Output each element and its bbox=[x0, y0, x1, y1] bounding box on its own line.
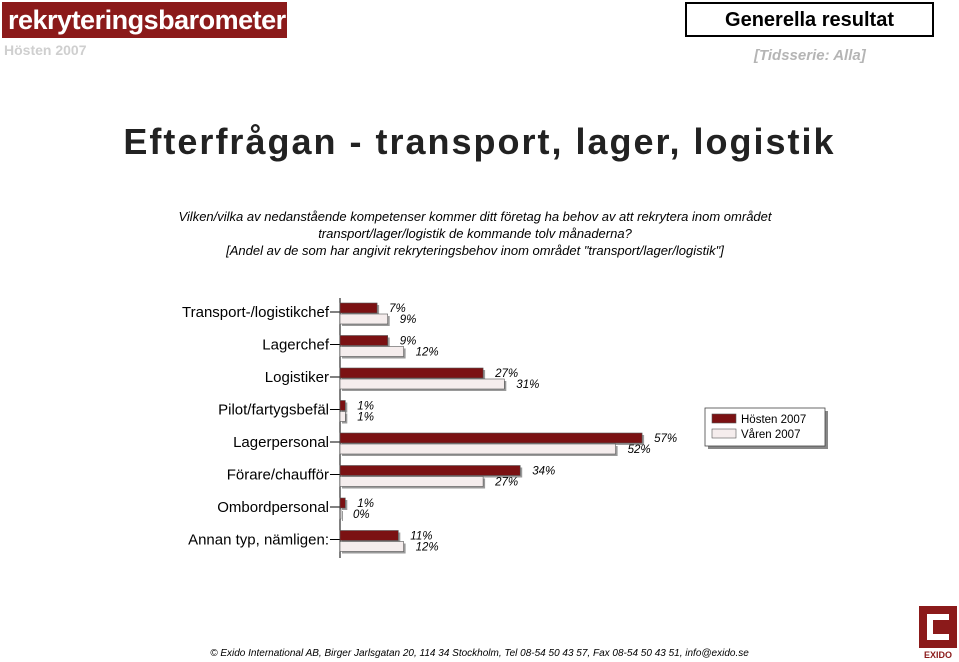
category-label: Ombordpersonal bbox=[217, 499, 329, 516]
brand-logo: rekryteringsbarometern bbox=[2, 2, 302, 38]
bar bbox=[339, 443, 616, 455]
data-label: 34% bbox=[532, 466, 555, 478]
legend-label: Hösten 2007 bbox=[741, 414, 806, 426]
question-line: Vilken/vilka av nedanstående kompetenser… bbox=[178, 209, 772, 224]
category-label: Annan typ, nämligen: bbox=[188, 532, 329, 549]
data-label: 27% bbox=[494, 368, 518, 380]
bar bbox=[339, 476, 484, 487]
legend-swatch bbox=[711, 413, 737, 424]
data-label: 9% bbox=[400, 336, 417, 348]
question-text: Vilken/vilka av nedanstående kompetenser… bbox=[150, 208, 800, 259]
bar bbox=[339, 378, 505, 390]
exido-logo-glyph bbox=[927, 614, 949, 640]
category-label: Lagerchef bbox=[262, 337, 330, 354]
bar bbox=[339, 411, 346, 422]
category-label: Pilot/fartygsbefäl bbox=[218, 402, 329, 419]
legend-label: Våren 2007 bbox=[741, 429, 800, 441]
bar bbox=[339, 346, 404, 357]
chart-layer: Transport-/logistikchef 7%9%Lagerchef 9%12… bbox=[182, 298, 828, 558]
bar bbox=[339, 367, 484, 379]
question-line: transport/lager/logistik de kommande tol… bbox=[318, 226, 632, 241]
data-label: 12% bbox=[416, 542, 439, 554]
exido-logo-text: EXIDO bbox=[924, 650, 952, 660]
data-label: 27% bbox=[494, 477, 518, 489]
footer-copyright: © Exido International AB, Birger Jarlsga… bbox=[210, 648, 749, 659]
data-label: 9% bbox=[400, 314, 417, 326]
bar bbox=[339, 465, 521, 476]
question-line: [Andel av de som har angivit rekrytering… bbox=[226, 243, 724, 258]
category-label: Transport-/logistikchef bbox=[182, 304, 330, 321]
section-title: Generella resultat bbox=[685, 2, 934, 37]
bar bbox=[339, 541, 404, 552]
category-label: Lagerpersonal bbox=[233, 434, 329, 451]
bar bbox=[339, 432, 643, 444]
bar bbox=[339, 497, 346, 509]
category-label: Logistiker bbox=[265, 369, 329, 386]
data-label: 31% bbox=[516, 379, 539, 391]
data-label: 7% bbox=[389, 303, 406, 315]
data-label: 52% bbox=[628, 444, 651, 456]
brand-logo-text: rekryteringsbarometern bbox=[8, 5, 302, 35]
bar bbox=[339, 508, 342, 520]
data-label: 1% bbox=[357, 401, 374, 413]
exido-logo-mark bbox=[919, 606, 957, 648]
bar bbox=[339, 335, 389, 346]
bar bbox=[339, 313, 389, 325]
bar bbox=[339, 530, 399, 541]
data-label: 11% bbox=[410, 531, 432, 543]
timeseries-label: [Tidsserie: Alla] bbox=[754, 47, 866, 64]
data-label: 57% bbox=[654, 433, 677, 445]
legend-swatch bbox=[711, 428, 737, 439]
data-label: 1% bbox=[357, 498, 374, 510]
category-label: Förare/chaufför bbox=[227, 467, 329, 484]
page-title: Efterfrågan - transport, lager, logistik bbox=[123, 121, 836, 162]
bar bbox=[339, 302, 378, 314]
bar-shadow bbox=[342, 511, 343, 521]
period-label: Hösten 2007 bbox=[4, 42, 87, 58]
data-label: 1% bbox=[357, 412, 374, 424]
data-label: 12% bbox=[416, 347, 439, 359]
data-label: 0% bbox=[353, 509, 370, 521]
bar bbox=[339, 400, 346, 411]
exido-logo: EXIDO bbox=[919, 606, 957, 660]
